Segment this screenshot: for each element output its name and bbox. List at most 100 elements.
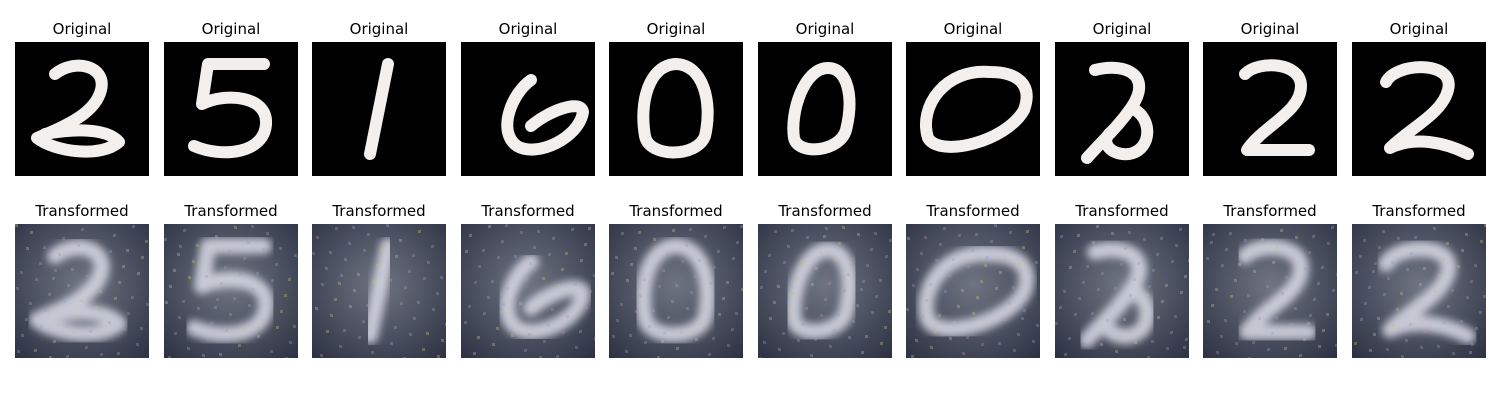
noise-speckle bbox=[357, 273, 360, 276]
noise-speckle bbox=[408, 270, 411, 273]
noise-speckle bbox=[501, 240, 504, 243]
noise-speckle bbox=[1479, 311, 1482, 314]
noise-speckle bbox=[1285, 276, 1288, 279]
noise-speckle bbox=[778, 348, 781, 351]
noise-speckle bbox=[652, 309, 655, 312]
noise-speckle bbox=[1434, 290, 1437, 293]
noise-speckle bbox=[276, 326, 279, 329]
tile-title: Transformed bbox=[184, 202, 278, 220]
noise-speckle bbox=[953, 321, 956, 324]
noise-speckle bbox=[726, 281, 729, 284]
noise-speckle bbox=[709, 282, 712, 285]
noise-speckle bbox=[1078, 297, 1081, 300]
noise-speckle bbox=[801, 323, 804, 326]
digit-image-svg bbox=[461, 42, 595, 176]
noise-speckle bbox=[26, 247, 29, 250]
noise-speckle bbox=[400, 302, 403, 305]
noise-speckle bbox=[1304, 267, 1307, 270]
noise-speckle bbox=[54, 269, 57, 272]
digit-image-svg bbox=[758, 42, 892, 176]
noise-speckle bbox=[1461, 249, 1464, 252]
noise-speckle bbox=[824, 298, 827, 301]
noise-speckle bbox=[122, 265, 125, 268]
digit-stroke bbox=[918, 245, 1035, 337]
noise-speckle bbox=[1303, 338, 1306, 341]
digit-image-svg bbox=[758, 224, 892, 358]
tile-title: Transformed bbox=[926, 202, 1020, 220]
noise-speckle bbox=[206, 338, 209, 341]
noise-speckle bbox=[192, 260, 195, 263]
digit-image-svg bbox=[1203, 224, 1337, 358]
noise-speckle bbox=[889, 239, 892, 242]
noise-speckle bbox=[335, 227, 338, 230]
noise-speckle bbox=[699, 322, 702, 325]
noise-speckle bbox=[385, 295, 388, 298]
tile-title: Original bbox=[1092, 20, 1152, 38]
noise-speckle bbox=[394, 326, 397, 329]
noise-speckle bbox=[935, 259, 938, 262]
digit-image-svg bbox=[1352, 42, 1486, 176]
digit-stroke bbox=[29, 239, 127, 342]
digit-image-svg bbox=[15, 42, 149, 176]
noise-speckle bbox=[1309, 314, 1312, 317]
noise-speckle bbox=[533, 246, 536, 249]
noise-speckle bbox=[1401, 355, 1404, 358]
noise-speckle bbox=[843, 289, 846, 292]
noise-speckle bbox=[1465, 233, 1468, 236]
noise-speckle bbox=[1120, 263, 1123, 266]
noise-speckle bbox=[1298, 291, 1301, 294]
noise-speckle bbox=[183, 229, 186, 232]
noise-speckle bbox=[417, 301, 420, 304]
noise-speckle bbox=[519, 302, 522, 305]
noise-speckle bbox=[1480, 240, 1483, 243]
noise-speckle bbox=[823, 235, 826, 238]
noise-speckle bbox=[52, 277, 55, 280]
noise-speckle bbox=[312, 252, 315, 255]
noise-speckle bbox=[1471, 343, 1474, 346]
noise-speckle bbox=[1364, 302, 1367, 305]
noise-speckle bbox=[1171, 260, 1174, 263]
noise-speckle bbox=[698, 259, 701, 262]
noise-speckle bbox=[625, 350, 628, 353]
noise-speckle bbox=[196, 244, 199, 247]
digit-stroke bbox=[785, 242, 858, 340]
noise-speckle bbox=[1234, 279, 1237, 282]
noise-speckle bbox=[1013, 349, 1016, 352]
noise-speckle bbox=[418, 230, 421, 233]
noise-speckle bbox=[1428, 314, 1431, 317]
noise-speckle bbox=[265, 303, 268, 306]
noise-speckle bbox=[1160, 237, 1163, 240]
noise-speckle bbox=[118, 281, 121, 284]
noise-speckle bbox=[1027, 293, 1030, 296]
digit-image-svg bbox=[1055, 224, 1189, 358]
noise-speckle bbox=[732, 257, 735, 260]
noise-speckle bbox=[1166, 347, 1169, 350]
noise-speckle bbox=[1457, 265, 1460, 268]
noise-speckle bbox=[100, 353, 103, 356]
noise-speckle bbox=[1396, 308, 1399, 311]
noise-speckle bbox=[1419, 283, 1422, 286]
tile-title: Original bbox=[349, 20, 409, 38]
noise-speckle bbox=[528, 333, 531, 336]
noise-speckle bbox=[556, 355, 559, 358]
noise-speckle bbox=[1318, 345, 1321, 348]
noise-speckle bbox=[1386, 348, 1389, 351]
noise-speckle bbox=[257, 335, 260, 338]
noise-speckle bbox=[326, 330, 329, 333]
tile-title: Original bbox=[1389, 20, 1449, 38]
noise-speckle bbox=[1377, 317, 1380, 320]
noise-speckle bbox=[44, 309, 47, 312]
noise-speckle bbox=[76, 315, 79, 318]
noise-speckle bbox=[1336, 273, 1337, 276]
noise-speckle bbox=[284, 294, 287, 297]
noise-speckle bbox=[1247, 294, 1250, 297]
noise-speckle bbox=[643, 278, 646, 281]
noise-speckle bbox=[1438, 274, 1441, 277]
noise-speckle bbox=[514, 255, 517, 258]
noise-speckle bbox=[976, 296, 979, 299]
noise-speckle bbox=[662, 269, 665, 272]
noise-speckle bbox=[1484, 224, 1486, 227]
noise-speckle bbox=[565, 252, 568, 255]
noise-speckle bbox=[967, 265, 970, 268]
noise-speckle bbox=[1321, 266, 1324, 269]
